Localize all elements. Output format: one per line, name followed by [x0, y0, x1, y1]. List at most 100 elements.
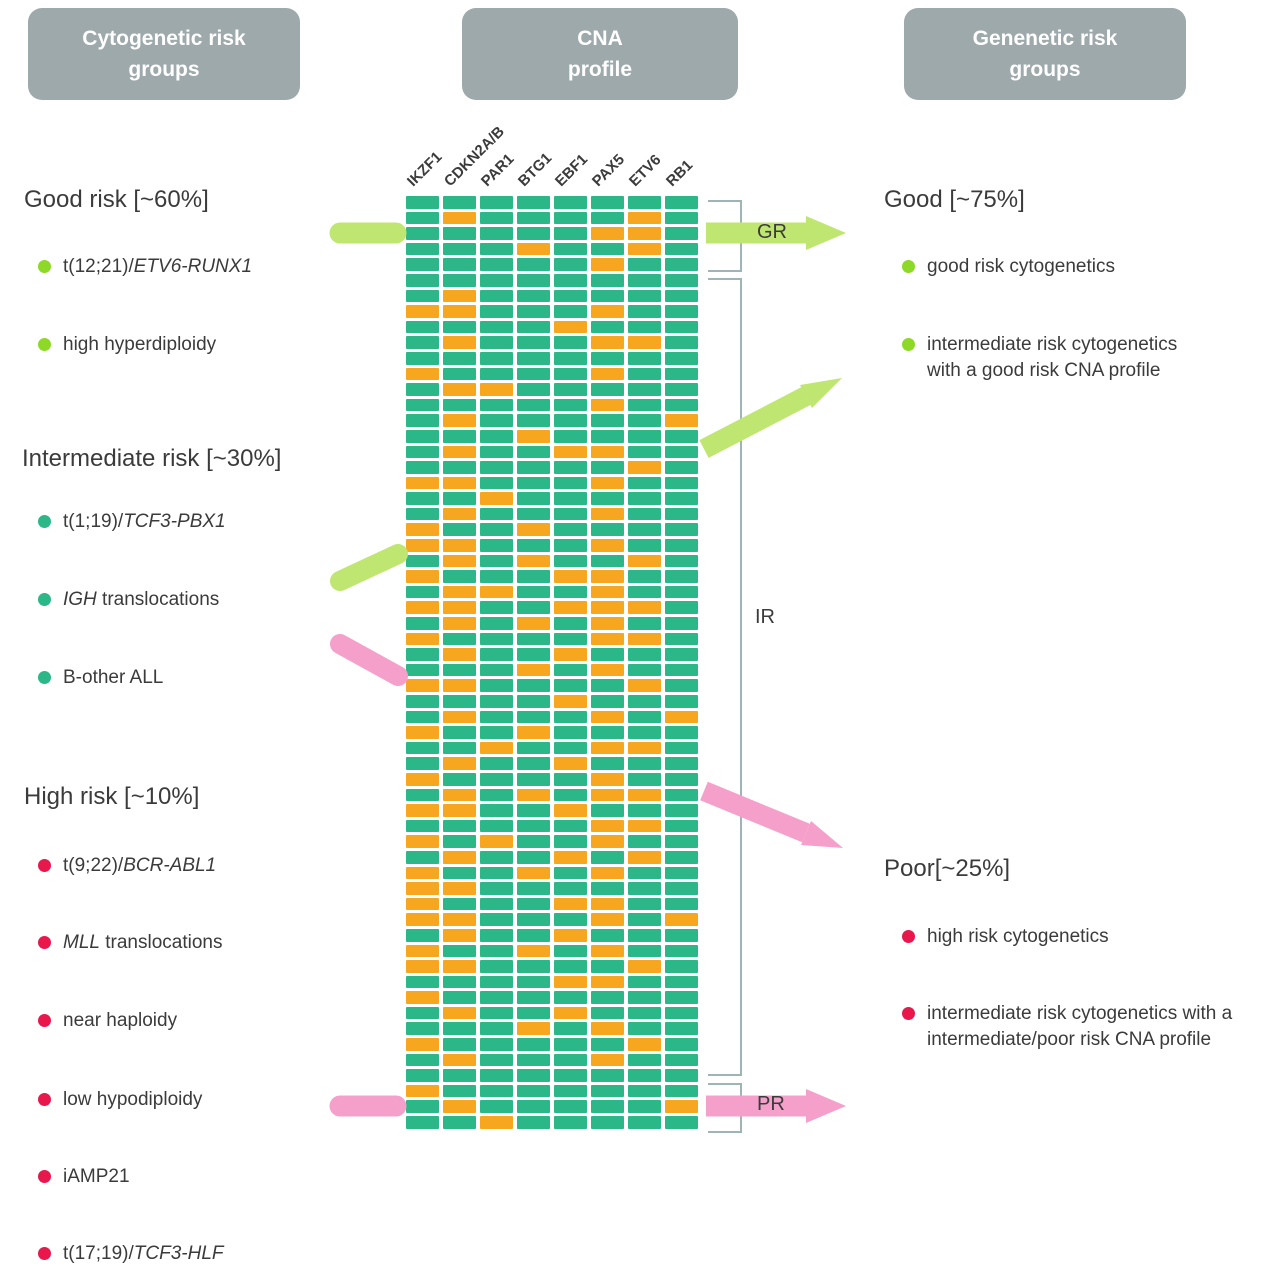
cna-cell	[554, 492, 587, 505]
cna-cell	[406, 1084, 439, 1098]
item-high-hyperdiploidy: high hyperdiploidy	[63, 334, 217, 355]
cna-cell	[554, 913, 587, 926]
cna-cell	[628, 960, 661, 973]
cna-cell	[554, 726, 587, 739]
cna-cell	[591, 1022, 624, 1036]
cna-cell	[406, 585, 439, 599]
cna-cell	[665, 913, 698, 926]
cna-cell	[591, 663, 624, 677]
cna-cell	[665, 367, 698, 381]
item-iamp21: iAMP21	[63, 1166, 130, 1187]
cna-cell	[665, 632, 698, 646]
cna-cell	[517, 648, 550, 661]
cna-cell	[443, 726, 476, 739]
cna-cell	[406, 632, 439, 646]
cna-cell	[591, 835, 624, 848]
cna-cell	[517, 554, 550, 568]
cna-cell	[443, 461, 476, 474]
cna-cell	[554, 507, 587, 521]
cna-cell	[628, 476, 661, 490]
cna-cell	[591, 476, 624, 490]
cna-cell	[443, 476, 476, 490]
cna-cell	[517, 1116, 550, 1129]
cna-cell	[591, 1116, 624, 1129]
cna-cell	[443, 1116, 476, 1129]
cna-cell	[554, 1006, 587, 1020]
cna-cell	[406, 1069, 439, 1082]
cna-cell	[628, 1116, 661, 1129]
bullet-good	[902, 338, 915, 351]
cna-cell	[628, 1006, 661, 1020]
cna-cell	[443, 991, 476, 1004]
cna-cell	[665, 1100, 698, 1114]
cna-cell	[480, 492, 513, 505]
cna-cell	[480, 741, 513, 755]
cna-cell	[406, 445, 439, 459]
cna-cell	[591, 507, 624, 521]
cna-cell	[628, 367, 661, 381]
column-label-btg1: BTG1	[514, 149, 556, 190]
cna-cell	[628, 726, 661, 739]
cna-cell	[517, 960, 550, 973]
cna-cell	[443, 819, 476, 833]
cna-cell	[480, 897, 513, 911]
cna-cell	[517, 804, 550, 817]
cna-cell	[406, 289, 439, 303]
cna-cell	[665, 1038, 698, 1051]
cna-cell	[480, 1069, 513, 1082]
cna-cell	[554, 882, 587, 895]
cna-cell	[517, 211, 550, 225]
cna-cell	[665, 819, 698, 833]
cna-cell	[517, 679, 550, 692]
cna-cell	[554, 1053, 587, 1067]
cna-cell	[406, 554, 439, 568]
cna-cell	[665, 414, 698, 427]
cna-cell	[628, 554, 661, 568]
cna-cell	[665, 882, 698, 895]
cna-cell	[554, 1069, 587, 1082]
cna-cell	[665, 726, 698, 739]
cna-cell	[406, 320, 439, 334]
cna-cell	[665, 648, 698, 661]
cna-cell	[517, 539, 550, 552]
cna-cell	[554, 1100, 587, 1114]
cna-cell	[554, 663, 587, 677]
bullet-poor	[902, 1007, 915, 1020]
cna-cell	[480, 320, 513, 334]
cna-cell	[517, 414, 550, 427]
cna-cell	[554, 788, 587, 802]
cna-cell	[665, 445, 698, 459]
cna-cell	[665, 273, 698, 287]
cna-cell	[591, 336, 624, 349]
cna-cell	[406, 960, 439, 973]
cna-cell	[480, 461, 513, 474]
cna-cell	[480, 273, 513, 287]
cna-cell	[443, 242, 476, 256]
cna-cell	[517, 928, 550, 942]
cna-cell	[628, 523, 661, 537]
cna-cell	[406, 866, 439, 880]
cna-cell	[406, 710, 439, 724]
label-gr: GR	[757, 221, 787, 243]
cna-cell	[665, 772, 698, 786]
cna-cell	[628, 227, 661, 240]
cna-cell	[406, 414, 439, 427]
cna-cell	[554, 585, 587, 599]
igh-band	[330, 544, 408, 591]
cna-cell	[443, 804, 476, 817]
cna-cell	[406, 1100, 439, 1114]
cna-cell	[443, 289, 476, 303]
cna-cell	[628, 1022, 661, 1036]
cna-cell	[591, 804, 624, 817]
cna-cell	[628, 819, 661, 833]
cna-cell	[628, 492, 661, 505]
list-item: t(9;22)/BCR-ABL1	[38, 853, 216, 879]
cna-cell	[443, 1006, 476, 1020]
cna-cell	[443, 944, 476, 958]
cna-cell	[406, 788, 439, 802]
bullet-good-risk	[38, 338, 51, 351]
cna-cell	[517, 882, 550, 895]
cna-cell	[480, 242, 513, 256]
cna-cell	[554, 398, 587, 412]
cna-cell	[406, 273, 439, 287]
